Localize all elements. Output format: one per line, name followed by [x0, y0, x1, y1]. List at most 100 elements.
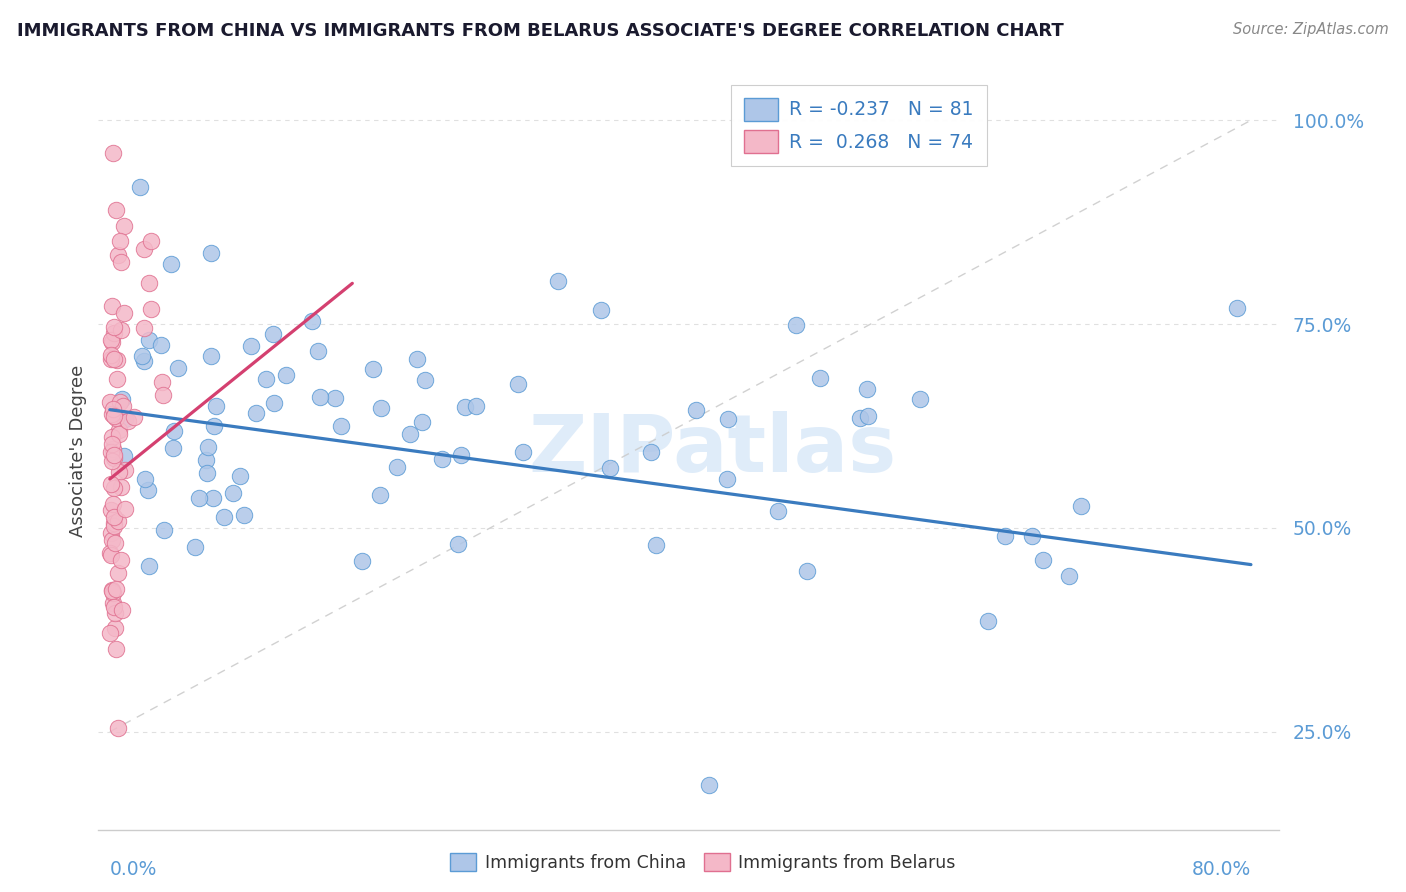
Point: [104, 535, 127, 549]
Point: [547, 274, 569, 288]
Point: [114, 501, 136, 516]
Point: [101, 145, 124, 160]
Point: [132, 242, 155, 256]
Point: [197, 440, 219, 454]
Point: [994, 529, 1017, 543]
Point: [848, 410, 870, 425]
Point: [107, 248, 129, 262]
Point: [122, 410, 145, 425]
Point: [301, 313, 323, 327]
Legend: Immigrants from China, Immigrants from Belarus: Immigrants from China, Immigrants from B…: [443, 847, 963, 879]
Point: [108, 426, 131, 441]
Point: [110, 480, 132, 494]
Point: [262, 326, 284, 341]
Point: [100, 351, 122, 366]
Point: [329, 418, 352, 433]
Point: [413, 374, 436, 388]
Point: [233, 508, 256, 522]
Point: [136, 483, 159, 497]
Point: [101, 334, 124, 349]
Point: [104, 582, 127, 596]
Point: [128, 180, 150, 194]
Point: [103, 481, 125, 495]
Point: [104, 621, 127, 635]
Point: [101, 430, 124, 444]
Point: [152, 388, 174, 402]
Point: [107, 423, 129, 437]
Point: [112, 449, 135, 463]
Point: [101, 299, 124, 313]
Point: [103, 448, 125, 462]
Point: [138, 559, 160, 574]
Point: [98, 546, 121, 560]
Point: [274, 368, 297, 383]
Point: [150, 375, 173, 389]
Point: [108, 394, 131, 409]
Point: [105, 202, 128, 217]
Point: [101, 584, 124, 599]
Point: [134, 353, 156, 368]
Point: [101, 454, 124, 468]
Point: [101, 437, 124, 451]
Point: [114, 463, 136, 477]
Point: [202, 419, 225, 434]
Point: [796, 564, 818, 578]
Point: [465, 399, 488, 413]
Point: [103, 600, 125, 615]
Point: [150, 338, 173, 352]
Point: [98, 625, 121, 640]
Point: [454, 401, 477, 415]
Point: [110, 323, 132, 337]
Point: [644, 538, 666, 552]
Point: [1070, 499, 1092, 513]
Point: [103, 516, 125, 530]
Text: 0.0%: 0.0%: [110, 860, 157, 880]
Point: [112, 219, 135, 234]
Point: [239, 339, 262, 353]
Point: [111, 603, 134, 617]
Point: [263, 396, 285, 410]
Point: [432, 452, 454, 467]
Point: [110, 255, 132, 269]
Point: [112, 306, 135, 320]
Point: [152, 523, 174, 537]
Point: [132, 321, 155, 335]
Point: [131, 349, 153, 363]
Point: [163, 424, 186, 438]
Point: [222, 486, 245, 500]
Point: [101, 402, 124, 417]
Point: [352, 554, 374, 568]
Point: [200, 246, 222, 260]
Point: [385, 459, 408, 474]
Point: [506, 376, 529, 391]
Point: [104, 411, 127, 425]
Point: [103, 409, 125, 423]
Point: [108, 466, 131, 480]
Point: [910, 392, 932, 406]
Point: [716, 472, 738, 486]
Point: [717, 411, 740, 425]
Text: 80.0%: 80.0%: [1192, 860, 1251, 880]
Point: [202, 491, 225, 506]
Point: [100, 503, 122, 517]
Point: [134, 473, 156, 487]
Point: [114, 412, 136, 426]
Point: [599, 461, 621, 475]
Point: [254, 372, 277, 386]
Point: [200, 349, 222, 363]
Point: [447, 537, 470, 551]
Point: [100, 445, 122, 459]
Point: [162, 441, 184, 455]
Point: [512, 444, 534, 458]
Point: [101, 497, 124, 511]
Point: [100, 548, 122, 562]
Point: [1021, 529, 1043, 543]
Point: [101, 582, 124, 597]
Point: [107, 566, 129, 580]
Point: [104, 641, 127, 656]
Point: [214, 510, 236, 524]
Point: [103, 450, 125, 465]
Point: [100, 333, 122, 347]
Point: [101, 596, 124, 610]
Point: [139, 301, 162, 316]
